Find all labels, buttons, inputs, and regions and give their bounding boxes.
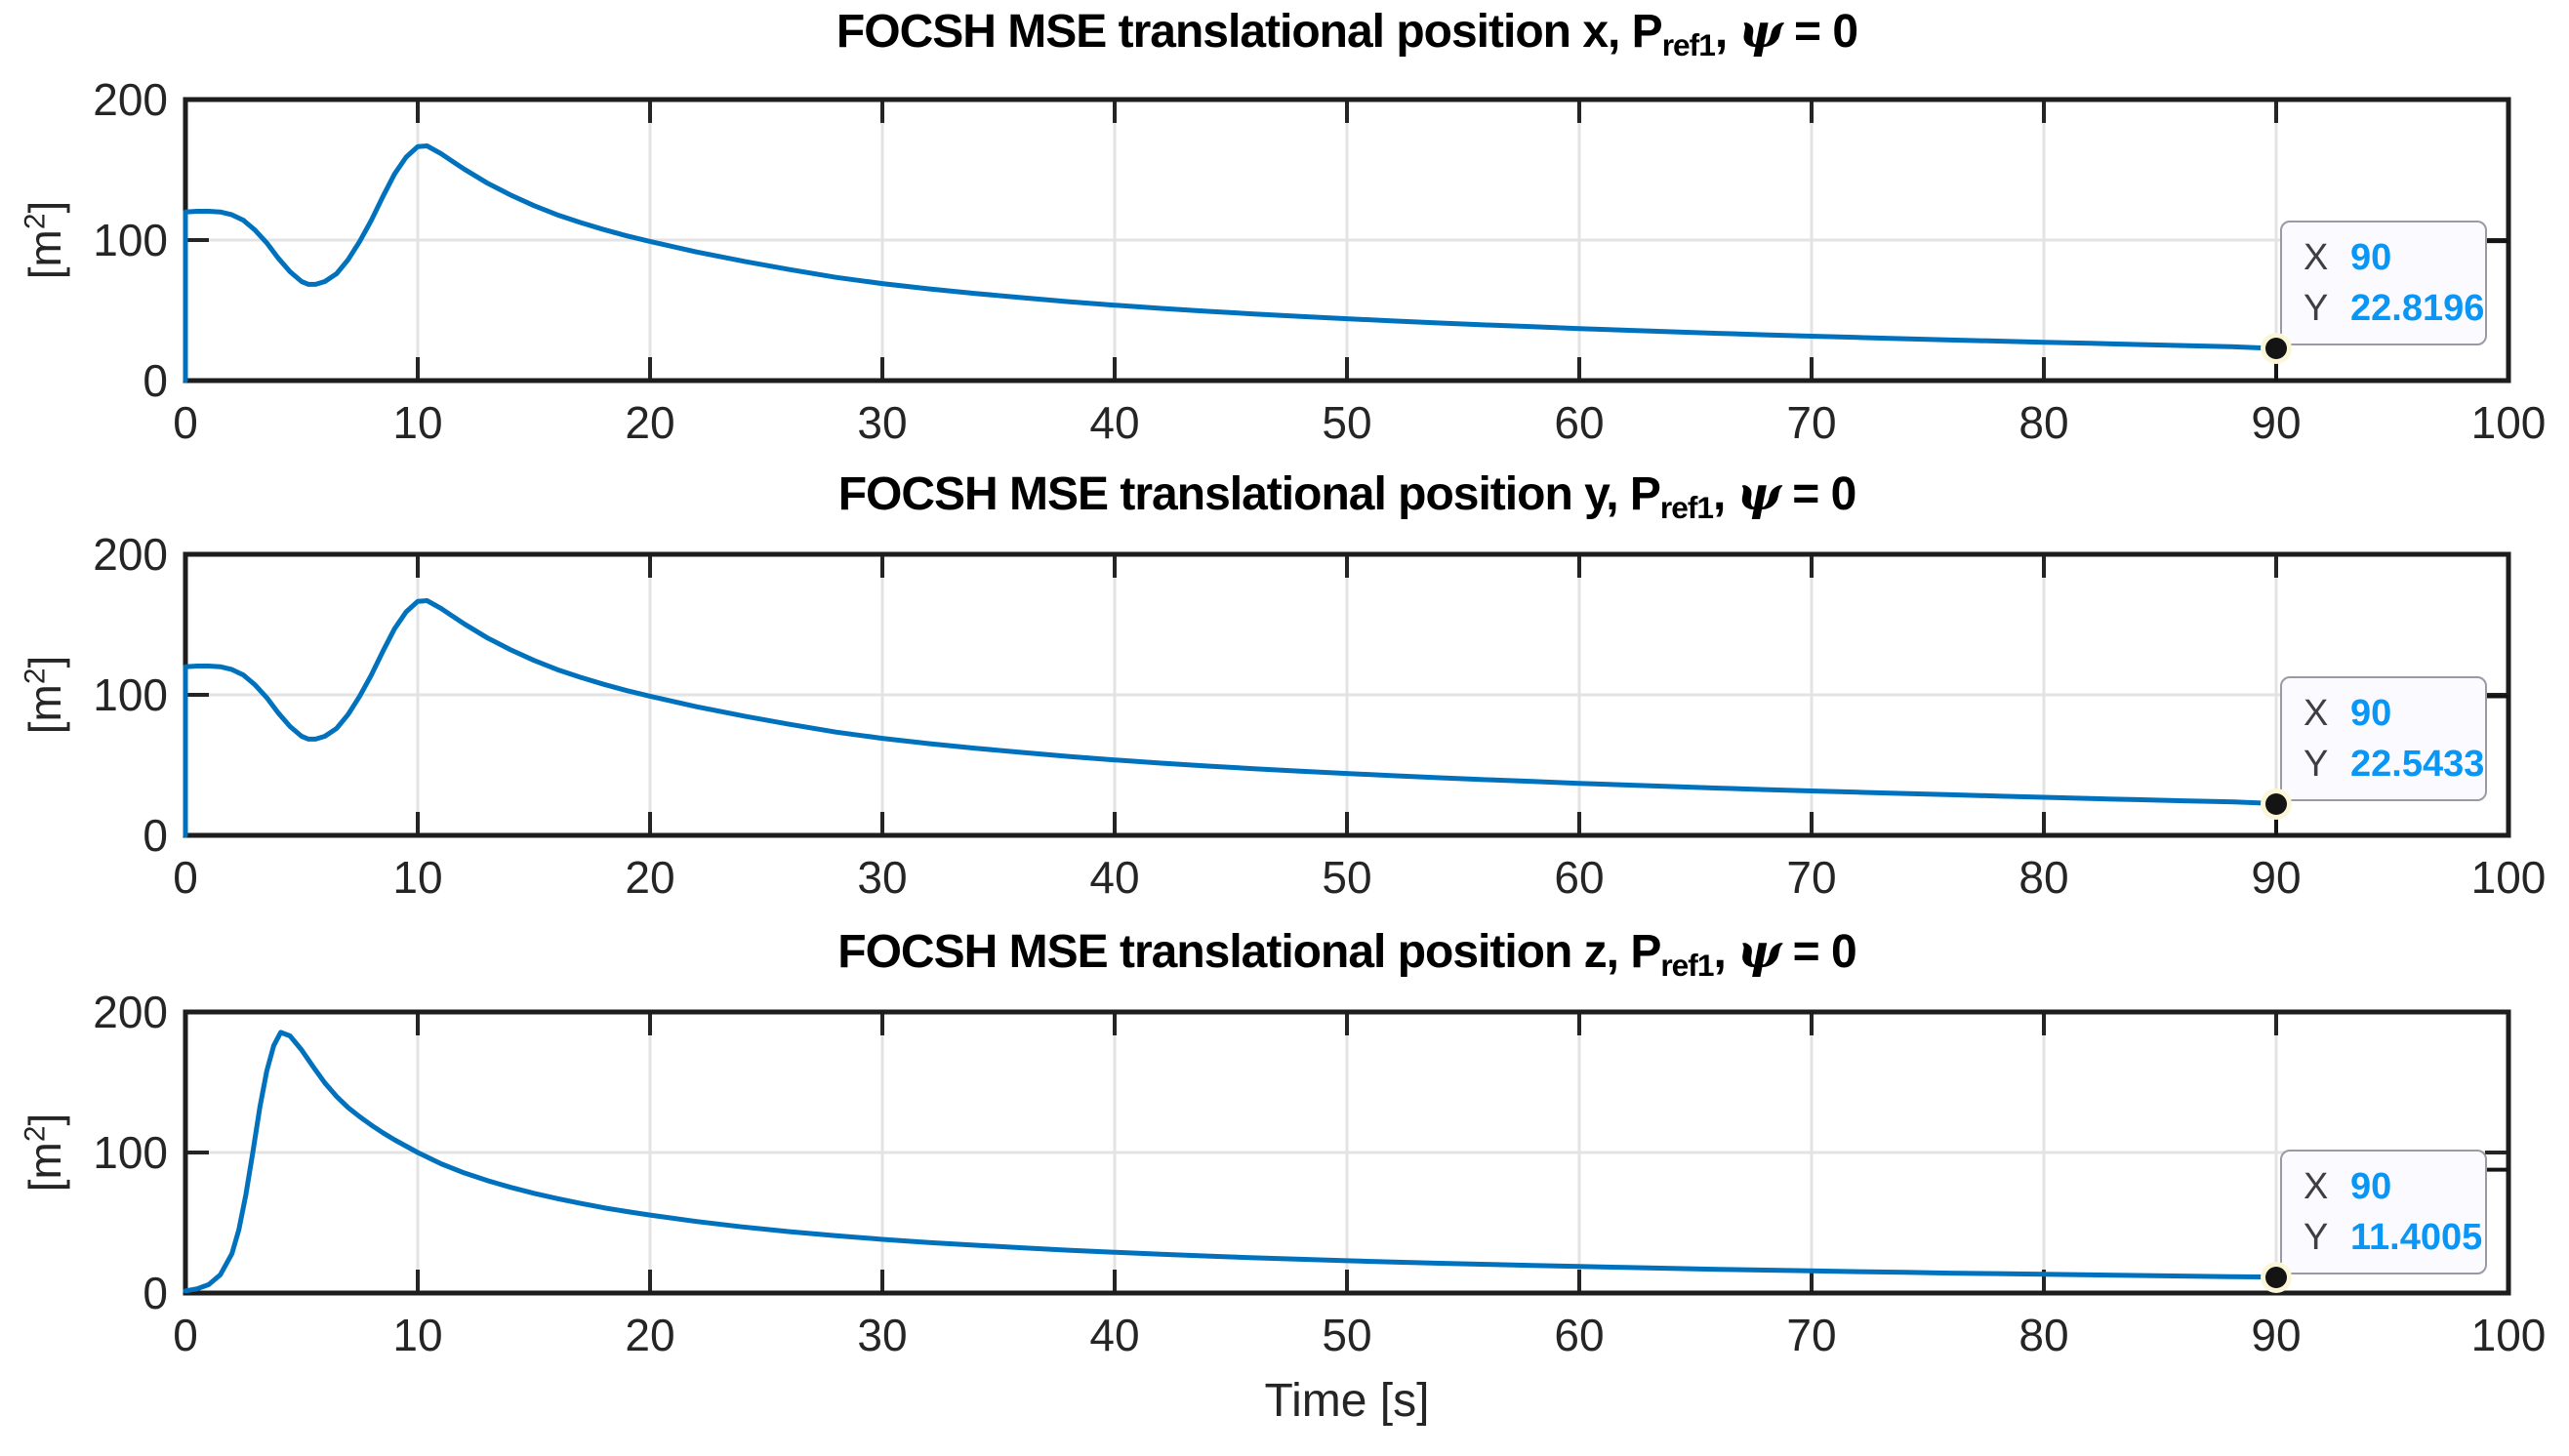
x-axis-label: Time [s]	[1264, 1375, 1430, 1427]
x-tick-label: 70	[1786, 397, 1837, 448]
x-tick-label: 10	[392, 1310, 443, 1360]
x-tick-label: 10	[392, 852, 443, 903]
x-tick-label: 40	[1089, 852, 1140, 903]
x-tick-label: 70	[1786, 1310, 1837, 1360]
title-subscript: ref1	[1659, 489, 1714, 525]
y-tick-label: 200	[93, 987, 168, 1037]
datatip-y-value: 22.5433	[2350, 743, 2485, 785]
datatip-x-value: 90	[2350, 237, 2392, 279]
datatip-x-row: X 90	[2304, 1164, 2485, 1209]
subplot-title-y: FOCSH MSE translational position y, Pref…	[185, 466, 2508, 525]
datatip-x-row: X 90	[2304, 691, 2485, 736]
x-tick-label: 30	[857, 397, 908, 448]
psi-symbol: ψ	[1737, 924, 1781, 979]
subplot-title-x: FOCSH MSE translational position x, Pref…	[185, 4, 2508, 62]
title-separator: ,	[1714, 6, 1739, 58]
datatip-box[interactable]: X 90 Y 11.4005	[2280, 1149, 2487, 1274]
y-tick-label: 200	[93, 529, 168, 580]
x-tick-label: 10	[392, 397, 443, 448]
psi-symbol: ψ	[1738, 4, 1782, 59]
datatip-y-value: 11.4005	[2350, 1216, 2483, 1258]
x-tick-label: 60	[1554, 1310, 1605, 1360]
x-tick-label: 20	[625, 852, 675, 903]
x-tick-label: 90	[2251, 397, 2302, 448]
y-tick-label: 100	[93, 215, 168, 265]
subplot-title-z: FOCSH MSE translational position z, Pref…	[185, 924, 2508, 983]
datatip-x-value: 90	[2350, 1165, 2392, 1207]
datatip-x-key: X	[2304, 1165, 2329, 1207]
mse-curve[interactable]	[183, 1030, 2279, 1294]
plot-area	[183, 97, 2511, 384]
datatip-y-value: 22.8196	[2350, 288, 2485, 330]
plot-area	[183, 551, 2511, 838]
x-tick-label: 90	[2251, 852, 2302, 903]
x-tick-label: 50	[1322, 397, 1372, 448]
x-tick-label: 20	[625, 1310, 675, 1360]
mse-curve[interactable]	[183, 143, 2279, 384]
title-suffix: = 0	[1781, 6, 1858, 58]
datatip-x-value: 90	[2350, 692, 2392, 734]
plot-area	[183, 1009, 2511, 1296]
y-tick-label: 0	[143, 355, 168, 406]
x-tick-label: 100	[2470, 1310, 2547, 1360]
title-text: FOCSH MSE translational position z, P	[837, 926, 1661, 978]
x-tick-label: 60	[1554, 852, 1605, 903]
x-tick-label: 60	[1554, 397, 1605, 448]
datatip-y-row: Y 22.8196	[2304, 286, 2485, 331]
x-tick-label: 70	[1786, 852, 1837, 903]
x-tick-label: 90	[2251, 1310, 2302, 1360]
datatip-box[interactable]: X 90 Y 22.5433	[2280, 675, 2487, 801]
datatip-marker[interactable]	[2265, 792, 2287, 815]
x-tick-label: 0	[173, 397, 198, 448]
y-tick-label: 0	[143, 1268, 168, 1318]
y-tick-label: 100	[93, 669, 168, 720]
title-text: FOCSH MSE translational position y, P	[837, 468, 1661, 520]
x-tick-label: 30	[857, 852, 908, 903]
x-tick-label: 80	[2018, 852, 2069, 903]
x-tick-label: 100	[2470, 397, 2547, 448]
x-tick-label: 0	[173, 1310, 198, 1360]
y-tick-label: 0	[143, 810, 168, 861]
title-suffix: = 0	[1779, 468, 1856, 520]
x-tick-label: 20	[625, 397, 675, 448]
x-tick-label: 50	[1322, 1310, 1372, 1360]
x-tick-label: 50	[1322, 852, 1372, 903]
datatip-x-row: X 90	[2304, 235, 2485, 280]
datatip-x-key: X	[2304, 237, 2329, 279]
x-tick-label: 0	[173, 852, 198, 903]
title-separator: ,	[1713, 926, 1738, 978]
datatip-y-key: Y	[2304, 1216, 2329, 1258]
y-tick-label: 100	[93, 1127, 168, 1178]
datatip-marker[interactable]	[2265, 338, 2287, 360]
title-subscript: ref1	[1660, 947, 1714, 983]
datatip-y-row: Y 11.4005	[2304, 1215, 2485, 1260]
title-subscript: ref1	[1661, 26, 1716, 62]
datatip-marker[interactable]	[2265, 1266, 2287, 1288]
x-tick-label: 80	[2018, 397, 2069, 448]
title-text: FOCSH MSE translational position x, P	[836, 6, 1663, 58]
datatip-y-key: Y	[2304, 743, 2329, 785]
title-separator: ,	[1713, 468, 1737, 520]
datatip-y-row: Y 22.5433	[2304, 742, 2485, 787]
mse-curve[interactable]	[183, 598, 2279, 838]
psi-symbol: ψ	[1736, 466, 1781, 521]
datatip-y-key: Y	[2304, 288, 2329, 330]
axes-frame	[183, 1009, 2511, 1296]
datatip-x-key: X	[2304, 692, 2329, 734]
x-tick-label: 100	[2470, 852, 2547, 903]
x-tick-label: 40	[1089, 397, 1140, 448]
datatip-box[interactable]: X 90 Y 22.8196	[2280, 221, 2487, 346]
x-tick-label: 80	[2018, 1310, 2069, 1360]
y-tick-label: 200	[93, 74, 168, 125]
x-tick-label: 40	[1089, 1310, 1140, 1360]
title-suffix: = 0	[1780, 926, 1857, 978]
x-tick-label: 30	[857, 1310, 908, 1360]
